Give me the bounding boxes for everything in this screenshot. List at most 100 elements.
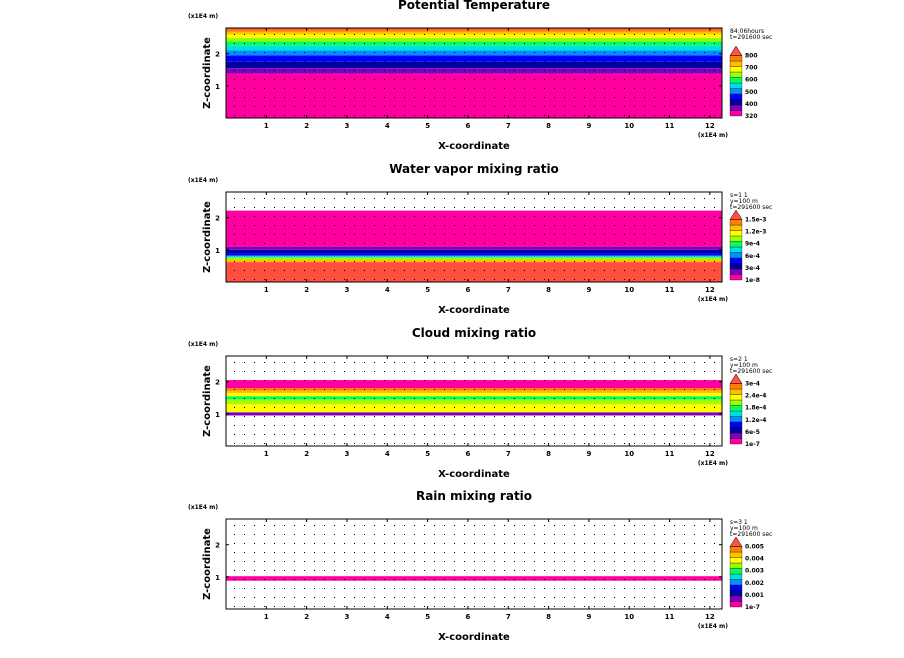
grid-dot — [444, 597, 445, 598]
grid-dot — [524, 552, 525, 553]
grid-dot — [574, 216, 575, 217]
grid-dot — [594, 371, 595, 372]
grid-dot — [454, 70, 455, 71]
grid-dot — [334, 225, 335, 226]
grid-dot — [654, 371, 655, 372]
grid-dot — [674, 552, 675, 553]
grid-dot — [594, 52, 595, 53]
grid-dot — [304, 597, 305, 598]
meta-text: s=3 1 — [730, 519, 748, 526]
grid-dot — [364, 198, 365, 199]
grid-dot — [484, 279, 485, 280]
x-unit-label: (x1E4 m) — [698, 132, 728, 139]
grid-dot — [554, 279, 555, 280]
grid-dot — [624, 561, 625, 562]
grid-dot — [544, 416, 545, 417]
grid-dot — [384, 597, 385, 598]
contour-band — [226, 31, 722, 35]
grid-dot — [604, 552, 605, 553]
grid-dot — [444, 606, 445, 607]
grid-dot — [424, 207, 425, 208]
grid-dot — [484, 425, 485, 426]
grid-dot — [354, 234, 355, 235]
grid-dot — [614, 552, 615, 553]
x-tick-label: 6 — [466, 613, 471, 621]
grid-dot — [534, 543, 535, 544]
grid-dot — [374, 570, 375, 571]
grid-dot — [514, 34, 515, 35]
grid-dot — [444, 243, 445, 244]
grid-dot — [674, 115, 675, 116]
grid-dot — [624, 434, 625, 435]
grid-dot — [544, 570, 545, 571]
grid-dot — [614, 88, 615, 89]
grid-dot — [524, 597, 525, 598]
grid-dot — [264, 552, 265, 553]
grid-dot — [504, 34, 505, 35]
grid-dot — [294, 216, 295, 217]
grid-dot — [374, 34, 375, 35]
grid-dot — [404, 216, 405, 217]
grid-dot — [504, 588, 505, 589]
grid-dot — [544, 371, 545, 372]
grid-dot — [624, 552, 625, 553]
grid-dot — [564, 389, 565, 390]
grid-dot — [674, 443, 675, 444]
x-tick-label: 6 — [466, 450, 471, 458]
grid-dot — [624, 279, 625, 280]
grid-dot — [354, 34, 355, 35]
grid-dot — [314, 207, 315, 208]
grid-dot — [694, 279, 695, 280]
grid-dot — [714, 34, 715, 35]
grid-dot — [684, 216, 685, 217]
grid-dot — [304, 52, 305, 53]
grid-dot — [434, 534, 435, 535]
grid-dot — [654, 561, 655, 562]
grid-dot — [604, 270, 605, 271]
grid-dot — [384, 425, 385, 426]
grid-dot — [464, 552, 465, 553]
colorbar-label: 0.003 — [745, 568, 764, 575]
grid-dot — [304, 380, 305, 381]
grid-dot — [524, 198, 525, 199]
grid-dot — [514, 61, 515, 62]
grid-dot — [394, 243, 395, 244]
colorbar-swatch — [729, 246, 743, 253]
grid-dot — [394, 70, 395, 71]
x-tick-label: 11 — [665, 450, 675, 458]
contour-band — [226, 380, 722, 389]
colorbar-swatch — [729, 573, 743, 580]
grid-dot — [684, 252, 685, 253]
grid-dot — [404, 407, 405, 408]
y-tick-label: 1 — [215, 247, 220, 255]
colorbar-label: 2.4e-4 — [745, 393, 766, 400]
x-tick-label: 10 — [624, 450, 634, 458]
grid-dot — [394, 543, 395, 544]
grid-dot — [494, 552, 495, 553]
grid-dot — [294, 88, 295, 89]
grid-dot — [694, 43, 695, 44]
grid-dot — [454, 606, 455, 607]
grid-dot — [284, 561, 285, 562]
grid-dot — [524, 106, 525, 107]
grid-dot — [614, 525, 615, 526]
grid-dot — [374, 97, 375, 98]
grid-dot — [524, 234, 525, 235]
grid-dot — [664, 261, 665, 262]
grid-dot — [294, 43, 295, 44]
grid-dot — [564, 34, 565, 35]
grid-dot — [434, 207, 435, 208]
colorbar-swatch — [729, 383, 743, 390]
grid-dot — [694, 570, 695, 571]
grid-dot — [664, 106, 665, 107]
grid-dot — [674, 398, 675, 399]
grid-dot — [664, 398, 665, 399]
grid-dot — [304, 443, 305, 444]
grid-dot — [354, 198, 355, 199]
grid-dot — [254, 115, 255, 116]
grid-dot — [714, 279, 715, 280]
grid-dot — [264, 371, 265, 372]
grid-dot — [704, 234, 705, 235]
grid-dot — [304, 279, 305, 280]
grid-dot — [704, 61, 705, 62]
